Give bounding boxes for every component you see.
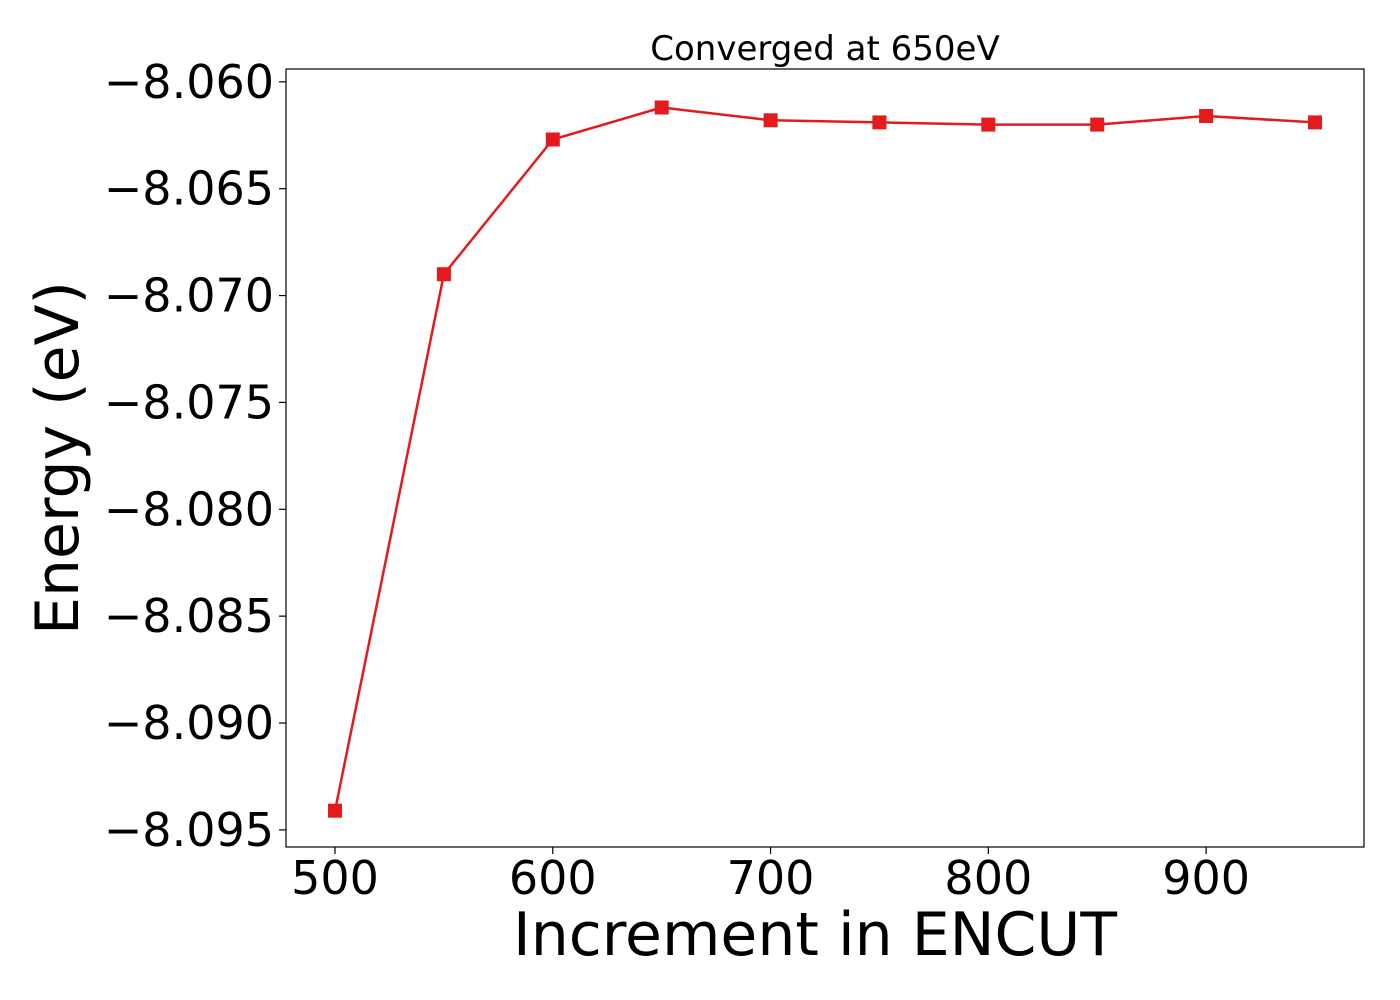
- y-tick-label: −8.080: [104, 482, 274, 536]
- y-tick-label: −8.085: [104, 589, 274, 643]
- x-axis-label: Increment in ENCUT: [513, 900, 1117, 970]
- y-tick-label: −8.060: [104, 55, 274, 109]
- data-point-marker: [1090, 117, 1105, 132]
- y-axis-label: Energy (eV): [23, 281, 93, 635]
- x-tick-label: 500: [291, 851, 379, 905]
- chart-title: Converged at 650eV: [650, 29, 999, 69]
- data-point-marker: [763, 113, 778, 128]
- y-tick-label: −8.095: [104, 803, 274, 857]
- y-tick-label: −8.090: [104, 696, 274, 750]
- data-point-marker: [436, 267, 451, 282]
- y-tick-label: −8.075: [104, 375, 274, 429]
- y-axis: −8.095 −8.090 −8.085 −8.080 −8.075 −8.070 −8.0…: [104, 55, 286, 857]
- data-point-marker: [981, 117, 996, 132]
- data-point-marker: [545, 132, 560, 147]
- data-point-marker: [654, 100, 669, 115]
- series-markers: [328, 100, 1322, 818]
- plot-area-frame: [285, 68, 1365, 848]
- x-tick-label: 800: [944, 851, 1032, 905]
- data-point-marker: [1199, 109, 1214, 123]
- y-tick-label: −8.065: [104, 162, 274, 216]
- x-axis: 500 600 700 800 900: [291, 847, 1250, 905]
- data-point-marker: [872, 115, 887, 130]
- series-line: [333, 106, 1316, 811]
- data-point-marker: [1308, 115, 1322, 130]
- y-tick-label: −8.070: [104, 269, 274, 323]
- data-point-marker: [328, 803, 342, 818]
- x-tick-label: 900: [1162, 851, 1250, 905]
- x-tick-label: 600: [509, 851, 597, 905]
- x-tick-label: 700: [727, 851, 815, 905]
